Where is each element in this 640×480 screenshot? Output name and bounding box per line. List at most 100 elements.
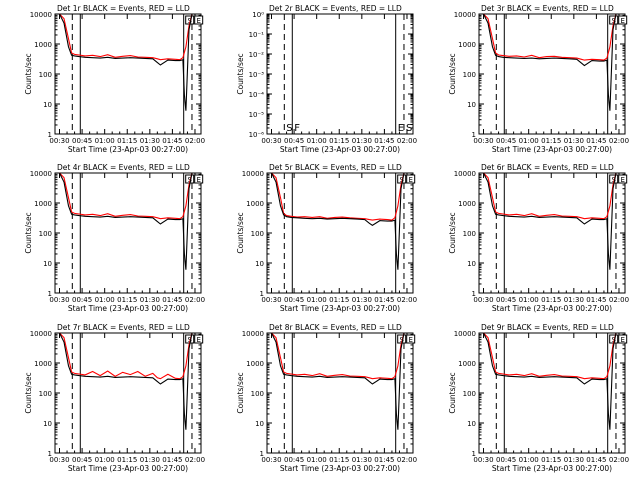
x-axis-label: Start Time (23-Apr-03 00:27:00) — [492, 464, 612, 473]
y-tick-label: 100 — [39, 230, 52, 238]
x-tick-label: 01:00 — [95, 456, 115, 464]
panel-title: Det 2r BLACK = Events, RED = LLD — [269, 4, 402, 13]
x-axis-label: Start Time (23-Apr-03 00:27:00) — [280, 145, 400, 154]
x-tick-label: 00:45 — [496, 296, 516, 304]
y-tick-label: 10 — [43, 420, 52, 428]
series-events-line — [483, 332, 622, 430]
marker-label: S — [286, 123, 292, 134]
marker-box — [194, 334, 204, 344]
x-tick-label: 02:00 — [397, 296, 417, 304]
marker-box-label: E — [196, 17, 200, 25]
y-tick-label: 10000 — [242, 330, 264, 338]
x-tick-label: 01:00 — [95, 137, 115, 145]
series-events-line — [483, 172, 622, 270]
x-tick-label: 02:00 — [185, 296, 205, 304]
x-tick-label: 00:30 — [49, 137, 69, 145]
series-lld-line — [271, 172, 410, 221]
y-tick-label: 10⁻³ — [249, 71, 265, 79]
series-events-line — [59, 172, 198, 270]
panel-det-9r: Det 9r BLACK = Events, RED = LLD 1 10 100 10… — [448, 323, 629, 473]
panel-title: Det 8r BLACK = Events, RED = LLD — [269, 323, 402, 332]
axes-frame — [478, 332, 626, 454]
y-tick-label: 10000 — [30, 330, 52, 338]
y-axis-label: Counts/sec — [448, 372, 457, 413]
marker-box — [194, 174, 204, 184]
panel-title: Det 5r BLACK = Events, RED = LLD — [269, 163, 402, 172]
x-tick-label: 02:00 — [609, 456, 629, 464]
panel-title: Det 9r BLACK = Events, RED = LLD — [481, 323, 614, 332]
axes-frame — [266, 13, 414, 135]
series-lld-line — [271, 332, 410, 380]
x-tick-label: 01:45 — [586, 456, 606, 464]
x-tick-label: 01:30 — [352, 456, 372, 464]
panel-det-1r: Det 1r BLACK = Events, RED = LLD 1 10 100 10… — [24, 4, 205, 154]
y-tick-label: 1 — [48, 290, 52, 298]
x-tick-label: 00:45 — [284, 456, 304, 464]
x-tick-label: 00:30 — [49, 456, 69, 464]
y-axis-label: Counts/sec — [448, 212, 457, 253]
x-tick-label: 02:00 — [397, 456, 417, 464]
panel-det-8r: Det 8r BLACK = Events, RED = LLD 1 10 100 10… — [236, 323, 417, 473]
axes-frame — [54, 13, 202, 135]
x-tick-label: 01:45 — [162, 137, 182, 145]
marker-box — [406, 174, 416, 184]
y-tick-label: 10⁻⁶ — [249, 131, 265, 139]
marker-box — [618, 174, 628, 184]
panel-det-2r: Det 2r BLACK = Events, RED = LLD 10⁻⁶ 10⁻⁵… — [236, 4, 417, 154]
y-tick-label: 1 — [472, 450, 476, 458]
axes-frame — [54, 172, 202, 294]
y-axis-label: Counts/sec — [24, 212, 33, 253]
x-tick-label: 01:30 — [140, 137, 160, 145]
x-tick-label: 01:15 — [117, 296, 137, 304]
x-tick-label: 02:00 — [185, 456, 205, 464]
marker-box — [406, 334, 416, 344]
series-lld-line — [59, 172, 198, 220]
x-tick-label: 01:15 — [329, 296, 349, 304]
marker-box-label: E — [408, 176, 412, 184]
panel-det-3r: Det 3r BLACK = Events, RED = LLD 1 10 100 10… — [448, 4, 629, 154]
y-tick-label: 10 — [467, 420, 476, 428]
x-tick-label: 00:30 — [473, 296, 493, 304]
x-tick-label: 01:30 — [564, 456, 584, 464]
y-tick-label: 10 — [255, 420, 264, 428]
y-axis-label: Counts/sec — [24, 372, 33, 413]
x-tick-label: 00:30 — [49, 296, 69, 304]
x-tick-label: 01:30 — [564, 296, 584, 304]
y-tick-label: 1 — [260, 290, 264, 298]
x-tick-label: 01:30 — [140, 456, 160, 464]
x-tick-label: 01:45 — [586, 296, 606, 304]
x-tick-label: 01:00 — [519, 137, 539, 145]
y-tick-label: 10000 — [454, 11, 476, 19]
x-tick-label: 01:30 — [564, 137, 584, 145]
x-tick-label: 01:15 — [541, 137, 561, 145]
x-tick-label: 01:30 — [352, 296, 372, 304]
x-tick-label: 01:45 — [162, 456, 182, 464]
y-tick-label: 1 — [48, 450, 52, 458]
y-tick-label: 10000 — [454, 330, 476, 338]
marker-box-label: E — [408, 336, 412, 344]
x-tick-label: 01:00 — [307, 456, 327, 464]
x-tick-label: 01:00 — [519, 296, 539, 304]
x-tick-label: 01:45 — [374, 456, 394, 464]
y-tick-label: 10⁻⁵ — [249, 111, 265, 119]
y-tick-label: 1000 — [458, 360, 476, 368]
y-tick-label: 1000 — [458, 200, 476, 208]
y-tick-label: 1 — [260, 450, 264, 458]
y-tick-label: 10 — [43, 260, 52, 268]
x-tick-label: 00:45 — [284, 296, 304, 304]
axes-frame — [266, 332, 414, 454]
marker-box-label: E — [620, 176, 624, 184]
y-axis-label: Counts/sec — [448, 53, 457, 94]
x-axis-label: Start Time (23-Apr-03 00:27:00) — [280, 464, 400, 473]
x-tick-label: 01:00 — [95, 296, 115, 304]
x-tick-label: 00:45 — [284, 137, 304, 145]
x-tick-label: 00:45 — [72, 137, 92, 145]
y-tick-label: 10⁻⁴ — [249, 91, 265, 99]
x-tick-label: 01:15 — [329, 137, 349, 145]
x-tick-label: 00:30 — [261, 137, 281, 145]
x-axis-label: Start Time (23-Apr-03 00:27:00) — [68, 464, 188, 473]
axes-frame — [478, 13, 626, 135]
panel-det-6r: Det 6r BLACK = Events, RED = LLD 1 10 100 10… — [448, 163, 629, 313]
x-tick-label: 01:45 — [586, 137, 606, 145]
x-axis-label: Start Time (23-Apr-03 00:27:00) — [68, 145, 188, 154]
